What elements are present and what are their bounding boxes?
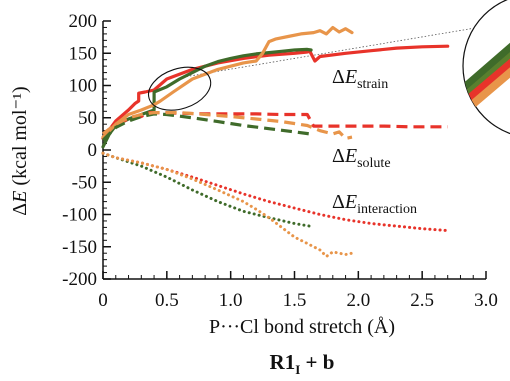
label-solute-variable: E xyxy=(344,145,357,167)
y-tick-label: 150 xyxy=(69,43,98,64)
y-tick-label: -50 xyxy=(72,172,97,193)
x-tick-label: 3.0 xyxy=(474,290,498,311)
y-tick-label: 200 xyxy=(69,11,98,32)
zoom-inset-line-green xyxy=(463,36,510,96)
series-line-solute-red xyxy=(102,110,448,136)
y-axis-title-variable: E xyxy=(9,191,31,204)
label-interaction-delta: Δ xyxy=(332,191,345,213)
y-tick-label: -150 xyxy=(62,237,97,258)
label-strain: ΔEstrain xyxy=(332,66,388,92)
series-line-strain-orange xyxy=(101,25,354,139)
y-tick-label: -100 xyxy=(62,205,97,226)
panel-label-subscript: I xyxy=(295,362,300,377)
y-axis-title: ΔE (kcal mol⁻¹) xyxy=(9,86,31,215)
series-line-interaction-green xyxy=(101,151,312,228)
label-interaction: ΔEinteraction xyxy=(332,191,417,217)
label-solute-delta: Δ xyxy=(332,145,345,167)
series-line-solute-green xyxy=(101,112,311,142)
series-line-strain-green xyxy=(101,47,313,149)
x-tick-label: 1.0 xyxy=(219,290,243,311)
zoom-inset xyxy=(462,0,510,135)
label-interaction-subscript: interaction xyxy=(357,202,417,217)
label-solute: ΔEsolute xyxy=(332,145,391,171)
panel-label-rest: + b xyxy=(300,350,334,374)
y-tick-label: 0 xyxy=(88,140,98,161)
label-strain-delta: Δ xyxy=(332,66,345,88)
x-tick-label: 0.5 xyxy=(155,290,179,311)
x-tick-label: 2.0 xyxy=(346,290,370,311)
x-tick-label: 1.5 xyxy=(283,290,307,311)
label-solute-subscript: solute xyxy=(357,156,390,171)
y-tick-label: 100 xyxy=(69,76,98,97)
series-line-solute-orange xyxy=(102,110,353,140)
label-strain-subscript: strain xyxy=(357,77,388,92)
y-tick-label: 50 xyxy=(78,108,97,129)
y-tick-label: -200 xyxy=(62,269,97,290)
label-strain-variable: E xyxy=(344,66,357,88)
series-line-interaction-red xyxy=(101,151,450,233)
zoom-highlight-ellipse xyxy=(147,66,212,111)
y-axis-title-unit: (kcal mol⁻¹) xyxy=(9,86,31,190)
panel-label-main: R1 xyxy=(270,350,296,374)
x-tick-label: 0 xyxy=(98,290,108,311)
x-tick-label: 2.5 xyxy=(410,290,434,311)
y-axis-title-delta: Δ xyxy=(9,203,31,216)
series-line-interaction-orange xyxy=(101,151,354,258)
zoom-inset-line-olive xyxy=(463,45,510,103)
series-line-strain-red xyxy=(101,44,450,140)
panel-label: R1I + b xyxy=(270,350,335,377)
zoom-guide-line xyxy=(179,25,487,79)
label-interaction-variable: E xyxy=(344,191,357,213)
x-axis-title: P···Cl bond stretch (Å) xyxy=(209,316,395,338)
